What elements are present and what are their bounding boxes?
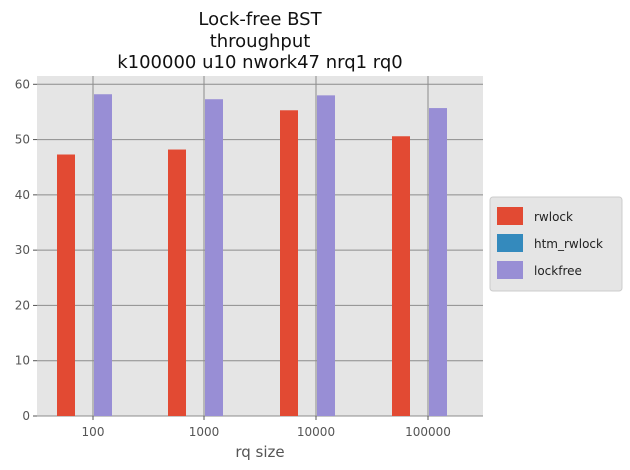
chart-title-line-2: throughput (210, 31, 311, 52)
bar-lockfree-100 (94, 94, 112, 417)
chart-title-line-3: k100000 u10 nwork47 nrq1 rq0 (117, 52, 403, 73)
y-tick-label: 50 (15, 133, 30, 147)
bars (57, 94, 447, 417)
y-tick-label: 30 (15, 243, 30, 257)
legend-label-rwlock: rwlock (534, 210, 573, 224)
x-tick-labels: 100 1000 10000 100000 (82, 416, 451, 439)
x-tick-label: 10000 (297, 425, 335, 439)
y-tick-label: 10 (15, 354, 30, 368)
x-tick-label: 100000 (405, 425, 451, 439)
legend: rwlock htm_rwlock lockfree (489, 196, 623, 292)
y-tick-labels: 0 10 20 30 40 50 60 (15, 77, 37, 423)
y-tick-label: 0 (22, 409, 30, 423)
legend-swatch-rwlock (497, 207, 523, 225)
bar-lockfree-100000 (429, 108, 447, 417)
legend-swatch-lockfree (497, 261, 523, 279)
bar-lockfree-10000 (317, 95, 335, 416)
legend-entries: rwlock htm_rwlock lockfree (497, 207, 603, 279)
legend-label-htm_rwlock: htm_rwlock (534, 237, 603, 251)
x-tick-label: 1000 (189, 425, 220, 439)
legend-swatch-htm_rwlock (497, 234, 523, 252)
bar-rwlock-1000 (168, 149, 186, 417)
legend-label-lockfree: lockfree (534, 264, 582, 278)
y-tick-label: 60 (15, 77, 30, 91)
x-axis-label: rq size (235, 443, 284, 461)
bar-rwlock-100 (57, 154, 75, 416)
x-tick-label: 100 (82, 425, 105, 439)
chart-title: Lock-free BST throughput k100000 u10 nwo… (117, 9, 403, 73)
bar-rwlock-10000 (280, 110, 298, 416)
bar-lockfree-1000 (205, 99, 223, 416)
y-tick-label: 40 (15, 188, 30, 202)
chart-title-line-1: Lock-free BST (198, 9, 322, 30)
bar-rwlock-100000 (392, 136, 410, 416)
y-tick-label: 20 (15, 298, 30, 312)
